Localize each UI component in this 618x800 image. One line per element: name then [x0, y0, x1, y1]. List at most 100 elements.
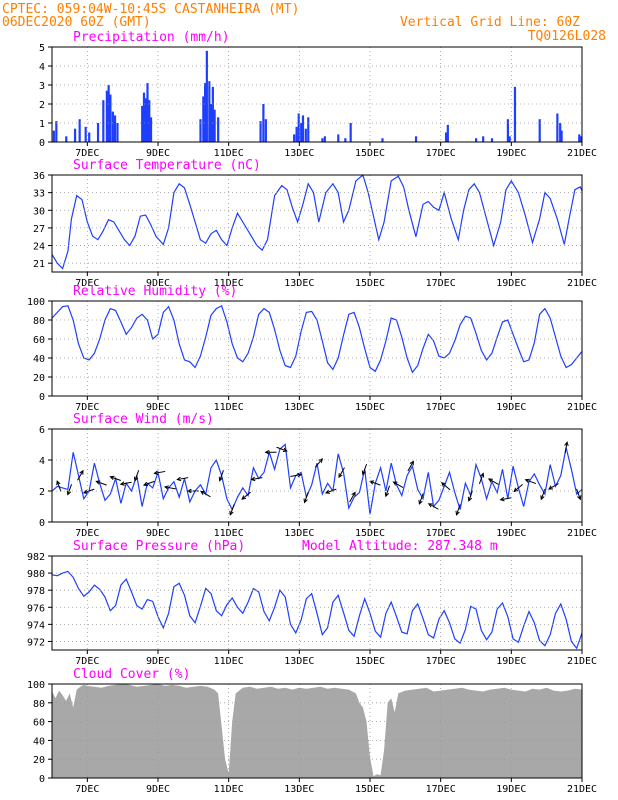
wind-vector-shaft [349, 492, 356, 503]
y-tick-label: 0 [39, 392, 45, 403]
wind-vector-head [163, 485, 169, 490]
x-tick-label: 13DEC [284, 528, 314, 539]
panel-wind: 0 2 4 6 7DEC 9DEC 11DEC 13DEC 15DEC 17DEC 19DEC 21D… [39, 412, 597, 539]
wind-vector-shaft [362, 463, 368, 475]
wind-vector-arrow [418, 493, 424, 505]
precip-bar [55, 121, 58, 142]
precip-bar [105, 90, 108, 142]
wind-title: Surface Wind (m/s) [73, 412, 214, 427]
panel-temperature: 21 24 27 30 33 36 7DEC 9DEC 11DEC 13DEC 15DEC 17DEC… [33, 158, 597, 289]
wind-vector-arrow [186, 488, 199, 494]
x-tick-label: 21DEC [567, 402, 597, 413]
wind-vector-shaft [304, 491, 309, 503]
precip-bar [337, 134, 340, 142]
y-tick-label: 20 [33, 755, 45, 766]
precip-bar [556, 113, 559, 142]
x-tick-label: 19DEC [496, 656, 526, 667]
pressure-line [52, 570, 582, 650]
precip-bar [111, 111, 114, 142]
wind-vector-head [119, 481, 125, 486]
wind-vector-head [241, 495, 247, 500]
y-tick-label: 980 [27, 569, 45, 580]
wind-vector-arrow [478, 472, 485, 484]
y-tick-label: 21 [33, 259, 45, 270]
plot-frame [51, 46, 583, 143]
wind-vector-head [250, 476, 256, 482]
x-tick-label: 13DEC [284, 402, 314, 413]
precipitation-title: Precipitation (mm/h) [73, 30, 230, 45]
wind-vector-arrow [229, 504, 235, 516]
wind-vector-shaft [455, 504, 461, 515]
precip-bar [148, 100, 151, 142]
x-tick-label: 7DEC [75, 784, 99, 795]
precip-bar [381, 138, 384, 142]
wind-vector-head [56, 480, 61, 486]
precip-bar [295, 126, 298, 142]
y-tick-label: 60 [33, 335, 45, 346]
wind-vector-head [467, 496, 473, 502]
panel-precipitation: 0 1 2 3 4 5 7DEC 9DEC 11DEC 13DEC 15DEC 17DEC 19DEC 2… [39, 30, 597, 159]
cloud-title: Cloud Cover (%) [73, 667, 190, 682]
precip-bar [205, 50, 208, 142]
wind-vector-shaft [548, 483, 559, 490]
wind-vector-head [540, 495, 545, 501]
precip-bar [475, 138, 478, 142]
wind-vector-arrow [548, 483, 559, 490]
x-tick-label: 19DEC [496, 148, 526, 159]
y-tick-label: 100 [27, 680, 45, 691]
wind-vector-arrow [349, 491, 356, 503]
x-tick-label: 7DEC [75, 528, 99, 539]
wind-vector-arrow [250, 476, 263, 482]
x-tick-label: 15DEC [355, 148, 385, 159]
y-tick-label: 5 [39, 43, 45, 54]
x-tick-label: 15DEC [355, 784, 385, 795]
x-tick-label: 17DEC [426, 528, 456, 539]
precip-bar [213, 109, 216, 142]
x-tick-label: 11DEC [214, 278, 244, 289]
y-tick-label: 0 [39, 774, 45, 785]
precip-bar [513, 86, 517, 142]
series-group [52, 441, 582, 516]
wind-vector-head [218, 476, 223, 482]
precip-bar [141, 105, 144, 142]
x-tick-label: 15DEC [355, 402, 385, 413]
precip-bar [102, 100, 105, 142]
series-group [52, 175, 582, 270]
wind-vector-arrow [314, 458, 324, 468]
wind-vector-head [487, 478, 493, 483]
x-tick-label: 19DEC [496, 278, 526, 289]
wind-vector-arrow [241, 491, 251, 500]
wind-vector-shaft [219, 470, 224, 481]
wind-vector-head [418, 499, 423, 505]
wind-vector-head [264, 449, 270, 455]
panel-pressure: 972 974 976 978 980 982 7DEC 9DEC 11DEC 13DEC 15DE… [27, 539, 597, 667]
precip-bar [259, 121, 262, 142]
header-date-line: 06DEC2020 60Z (GMT) [2, 15, 151, 30]
wind-vector-arrow [95, 480, 107, 486]
series-group [52, 50, 582, 142]
y-tick-label: 3 [39, 81, 45, 92]
wind-vector-arrow [361, 463, 368, 476]
x-tick-label: 9DEC [146, 784, 170, 795]
y-tick-label: 33 [33, 189, 45, 200]
precip-bar [203, 83, 207, 142]
x-tick-label: 15DEC [355, 278, 385, 289]
precip-bar [109, 94, 112, 142]
wind-line [52, 443, 582, 515]
precip-bar [217, 117, 220, 142]
x-tick-label: 11DEC [214, 402, 244, 413]
wind-vector-shaft [468, 490, 474, 501]
precip-bar [113, 115, 117, 142]
wind-vector-head [548, 485, 554, 490]
wind-vector-arrow [163, 485, 176, 490]
x-tick-label: 13DEC [284, 784, 314, 795]
y-tick-label: 2 [39, 100, 45, 111]
model-altitude-label: Model Altitude: 287.348 m [302, 539, 498, 554]
precip-bar [84, 126, 87, 142]
y-tick-label: 30 [33, 206, 45, 217]
wind-vector-head [303, 498, 308, 504]
wind-vector-head [82, 489, 88, 494]
wind-vector-head [351, 491, 356, 497]
